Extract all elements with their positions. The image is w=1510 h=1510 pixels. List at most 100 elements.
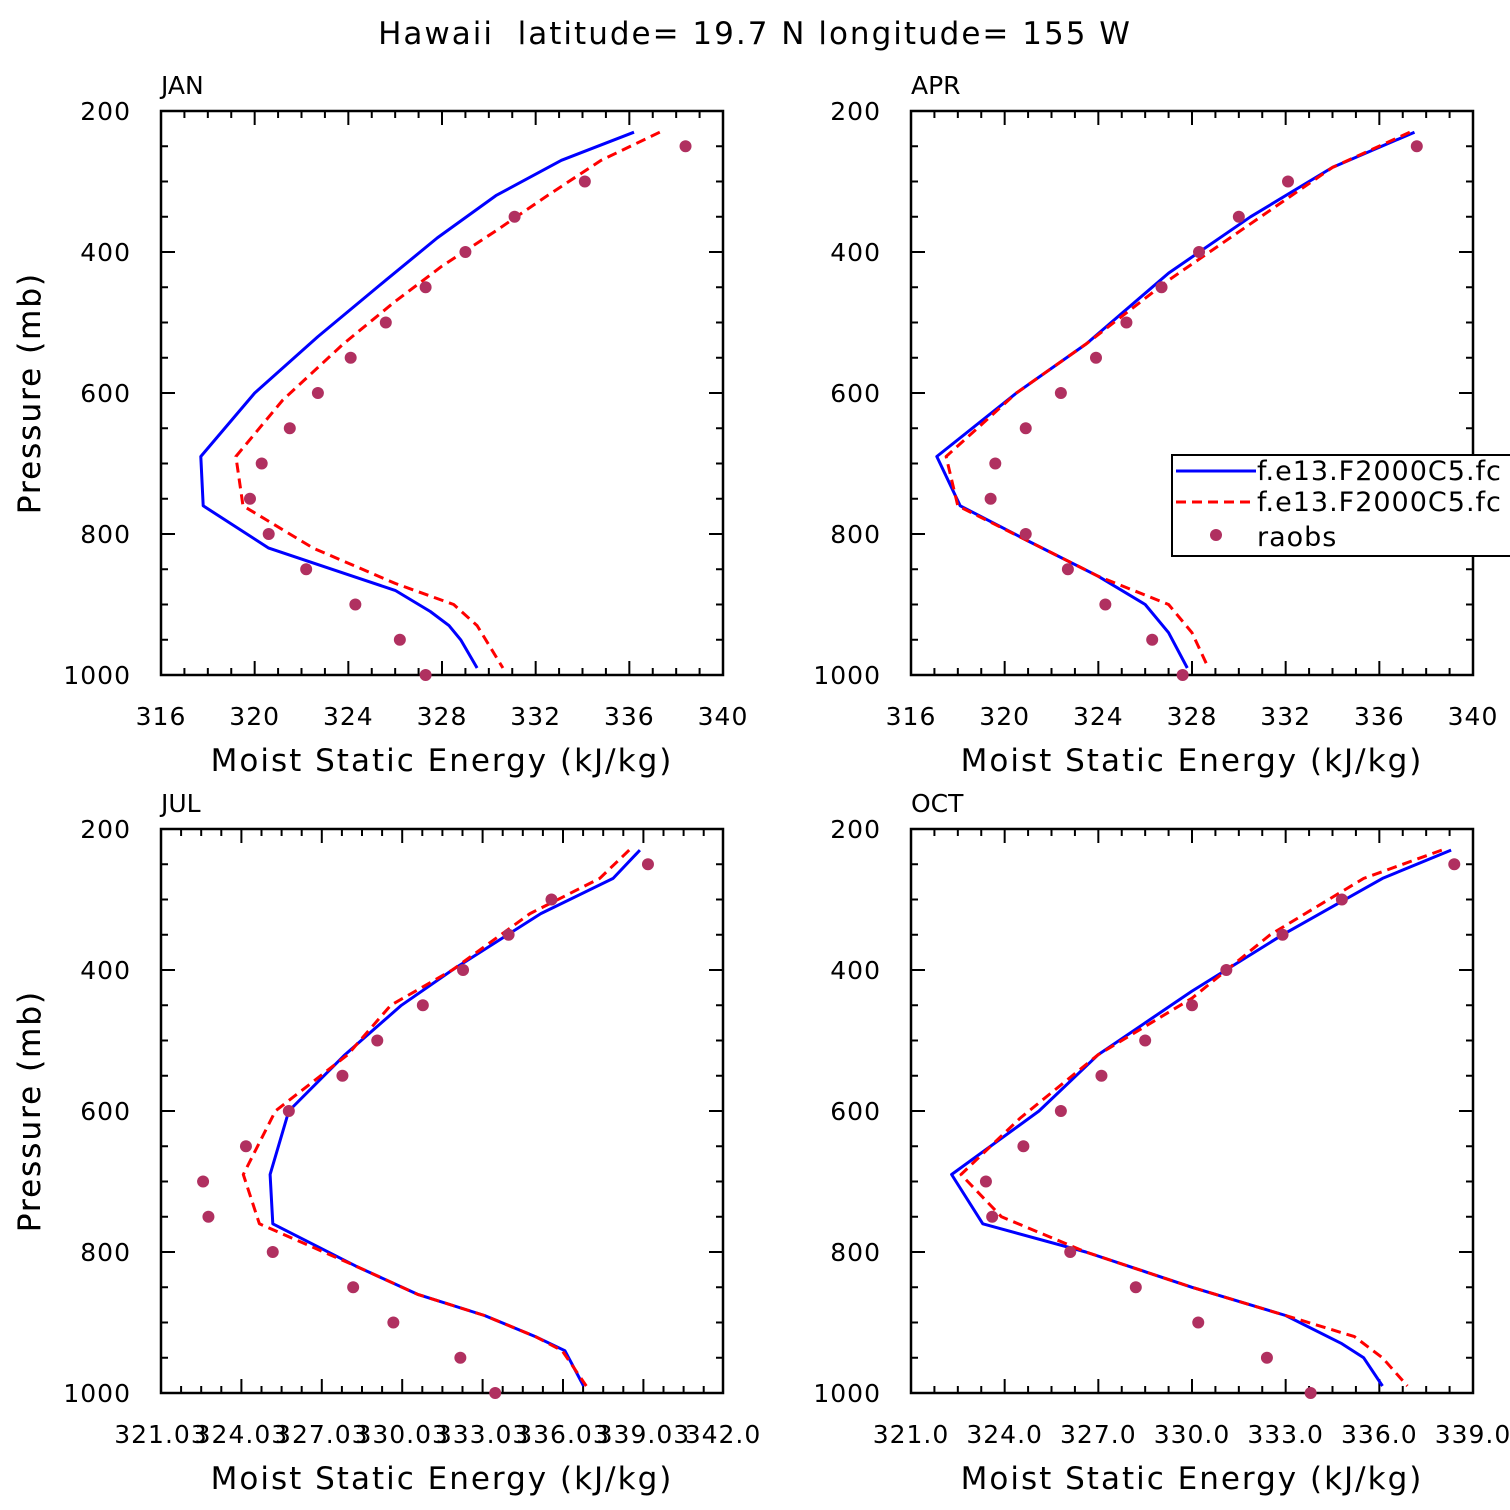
panel-title: JUL [159, 789, 201, 818]
y-tick-label: 600 [80, 1097, 131, 1126]
legend-label-model1: f.e13.F2000C5.fc [1257, 456, 1502, 487]
y-tick-label: 200 [830, 815, 881, 844]
raobs-marker [416, 999, 429, 1012]
series-line-model1 [199, 130, 635, 669]
raobs-marker [1176, 669, 1189, 681]
y-tick-label: 600 [830, 379, 881, 408]
raobs-marker [197, 1175, 210, 1188]
y-tick-label: 1000 [63, 661, 131, 690]
raobs-marker [1120, 316, 1133, 329]
raobs-marker [1099, 598, 1112, 611]
panel-apr: 316 320 324 328 332 336 340 200 400 600 800 1000 APR… [12, 71, 1499, 779]
x-tick-label: 339.0 [1435, 1420, 1510, 1449]
raobs-marker [1260, 1351, 1273, 1364]
plot-frame [909, 827, 1475, 1395]
raobs-marker [282, 1105, 295, 1117]
raobs-marker [1192, 1316, 1205, 1329]
x-tick-label: 336.03 [516, 1420, 609, 1449]
raobs-marker [979, 1175, 992, 1188]
x-tick-label: 340 [698, 702, 749, 731]
x-tick-label: 340 [1448, 702, 1499, 731]
plot-frame [909, 109, 1475, 677]
series-line-model1 [950, 848, 1452, 1387]
raobs-marker [311, 387, 324, 399]
x-tick-label: 339.03 [597, 1420, 690, 1449]
raobs-marker [1193, 246, 1206, 258]
raobs-marker [393, 633, 406, 646]
series-line-model1 [268, 849, 641, 1387]
y-tick-label: 1000 [813, 1379, 881, 1408]
y-tick-label: 800 [830, 520, 881, 549]
raobs-marker [266, 1246, 279, 1258]
x-tick-label: 332 [1260, 702, 1311, 731]
raobs-marker [1282, 175, 1295, 188]
plot-frame [159, 109, 725, 677]
x-tick-label: 333.0 [1247, 1420, 1324, 1449]
x-axis-title: Moist Static Energy (kJ/kg) [961, 1461, 1424, 1497]
x-tick-label: 324.03 [195, 1420, 288, 1449]
series-line-model2 [944, 130, 1411, 669]
raobs-marker [1276, 928, 1289, 941]
raobs-marker [1155, 281, 1168, 294]
raobs-marker [262, 528, 275, 540]
x-tick-label: 327.0 [1060, 1420, 1137, 1449]
raobs-marker [387, 1316, 400, 1329]
x-tick-label: 332 [510, 702, 561, 731]
x-tick-label: 327.03 [275, 1420, 368, 1449]
y-axis-title: Pressure (mb) [12, 272, 48, 514]
legend-marker-raobs [1210, 529, 1222, 541]
raobs-marker [347, 1281, 360, 1294]
raobs-marker [459, 246, 472, 258]
raobs-marker [371, 1034, 384, 1047]
y-tick-label: 200 [80, 815, 131, 844]
raobs-marker [379, 316, 392, 329]
raobs-marker [202, 1210, 215, 1223]
panel-title: OCT [911, 789, 964, 818]
panel-title: APR [911, 71, 961, 100]
x-tick-label: 324 [1073, 702, 1124, 731]
raobs-marker [1139, 1034, 1152, 1047]
y-tick-label: 600 [80, 379, 131, 408]
x-tick-label: 336.0 [1341, 1420, 1418, 1449]
y-tick-label: 400 [80, 238, 131, 267]
raobs-marker [578, 175, 591, 188]
raobs-marker [239, 1140, 252, 1153]
series-line-model2 [959, 848, 1443, 1387]
raobs-marker [1335, 893, 1348, 906]
x-tick-label: 316 [886, 702, 937, 731]
raobs-marker [1220, 964, 1233, 976]
raobs-marker [984, 492, 997, 505]
raobs-marker [989, 457, 1002, 470]
raobs-marker [489, 1387, 502, 1399]
raobs-marker [1061, 563, 1074, 576]
raobs-marker [349, 598, 362, 611]
panel-title: JAN [159, 71, 204, 100]
raobs-marker [1448, 858, 1461, 871]
raobs-marker [679, 140, 692, 153]
x-tick-label: 324 [323, 702, 374, 731]
legend-label-model2: f.e13.F2000C5.fc [1257, 487, 1502, 518]
x-tick-label: 321.0 [873, 1420, 950, 1449]
series-line-model2 [241, 849, 631, 1387]
raobs-marker [243, 492, 256, 505]
raobs-marker [545, 893, 558, 906]
raobs-marker [641, 858, 654, 871]
raobs-marker [1410, 140, 1423, 153]
x-axis-title: Moist Static Energy (kJ/kg) [211, 1461, 674, 1497]
series-line-model2 [234, 130, 661, 669]
x-tick-label: 316 [136, 702, 187, 731]
raobs-marker [986, 1210, 999, 1223]
y-axis-title: Pressure (mb) [12, 990, 48, 1232]
y-tick-label: 800 [80, 1238, 131, 1267]
y-tick-label: 400 [80, 956, 131, 985]
raobs-marker [419, 669, 432, 681]
x-tick-label: 321.03 [114, 1420, 207, 1449]
legend: f.e13.F2000C5.fc f.e13.F2000C5.fc raobs [1171, 454, 1510, 557]
legend-label-raobs: raobs [1257, 522, 1337, 553]
y-tick-label: 1000 [813, 661, 881, 690]
raobs-marker [457, 964, 470, 976]
raobs-marker [1089, 351, 1102, 364]
panels: 316 320 324 328 332 336 340 200 400 600 800 1000 JAN… [12, 71, 1510, 1497]
x-tick-label: 320 [979, 702, 1030, 731]
raobs-marker [283, 422, 296, 435]
